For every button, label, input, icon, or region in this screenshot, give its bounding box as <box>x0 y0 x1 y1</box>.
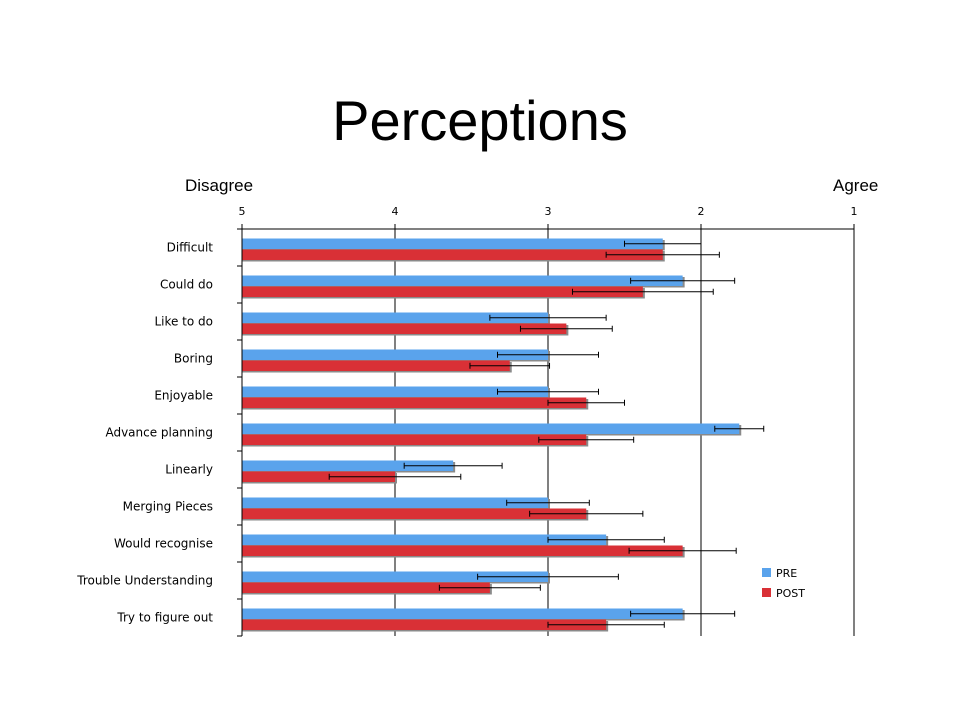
category-label-trouble-understanding: Trouble Understanding <box>76 574 213 588</box>
category-label-linearly: Linearly <box>165 463 213 477</box>
slide-title: Perceptions <box>332 89 628 152</box>
category-label-advance-planning: Advance planning <box>105 426 213 440</box>
bar-post-merging-pieces <box>242 508 587 519</box>
bar-post-trouble-understanding <box>242 582 490 593</box>
bar-pre-merging-pieces <box>242 497 548 508</box>
category-label-try-to-figure-out: Try to figure out <box>116 611 213 625</box>
bar-pre-enjoyable <box>242 386 548 397</box>
bar-post-try-to-figure-out <box>242 619 607 630</box>
agree-label: Agree <box>833 176 879 195</box>
category-label-like-to-do: Like to do <box>154 315 213 329</box>
bar-pre-advance-planning <box>242 423 740 434</box>
x-tick-label-3: 3 <box>545 205 552 218</box>
bar-pre-would-recognise <box>242 534 607 545</box>
x-tick-label-5: 5 <box>239 205 246 218</box>
bar-pre-like-to-do <box>242 312 548 323</box>
legend-swatch-pre <box>762 568 771 577</box>
disagree-label: Disagree <box>185 176 254 195</box>
bar-post-would-recognise <box>242 545 683 556</box>
bar-post-difficult <box>242 249 663 260</box>
bar-post-enjoyable <box>242 397 587 408</box>
category-label-enjoyable: Enjoyable <box>154 389 213 403</box>
category-label-would-recognise: Would recognise <box>114 537 213 551</box>
bar-post-linearly <box>242 471 395 482</box>
category-label-could-do: Could do <box>160 278 213 292</box>
bar-post-could-do <box>242 286 643 297</box>
category-label-boring: Boring <box>174 352 213 366</box>
bar-pre-difficult <box>242 238 663 249</box>
bar-pre-linearly <box>242 460 454 471</box>
legend-swatch-post <box>762 588 771 597</box>
category-label-difficult: Difficult <box>167 241 214 255</box>
bar-pre-could-do <box>242 275 683 286</box>
x-tick-label-2: 2 <box>698 205 705 218</box>
bar-post-like-to-do <box>242 323 567 334</box>
x-tick-label-1: 1 <box>851 205 858 218</box>
bar-pre-try-to-figure-out <box>242 608 683 619</box>
bar-post-advance-planning <box>242 434 587 445</box>
x-tick-label-4: 4 <box>392 205 399 218</box>
legend-label-post: POST <box>776 587 805 600</box>
bar-pre-trouble-understanding <box>242 571 548 582</box>
legend-label-pre: PRE <box>776 567 797 580</box>
bar-post-boring <box>242 360 510 371</box>
category-label-merging-pieces: Merging Pieces <box>123 500 213 514</box>
bar-pre-boring <box>242 349 548 360</box>
